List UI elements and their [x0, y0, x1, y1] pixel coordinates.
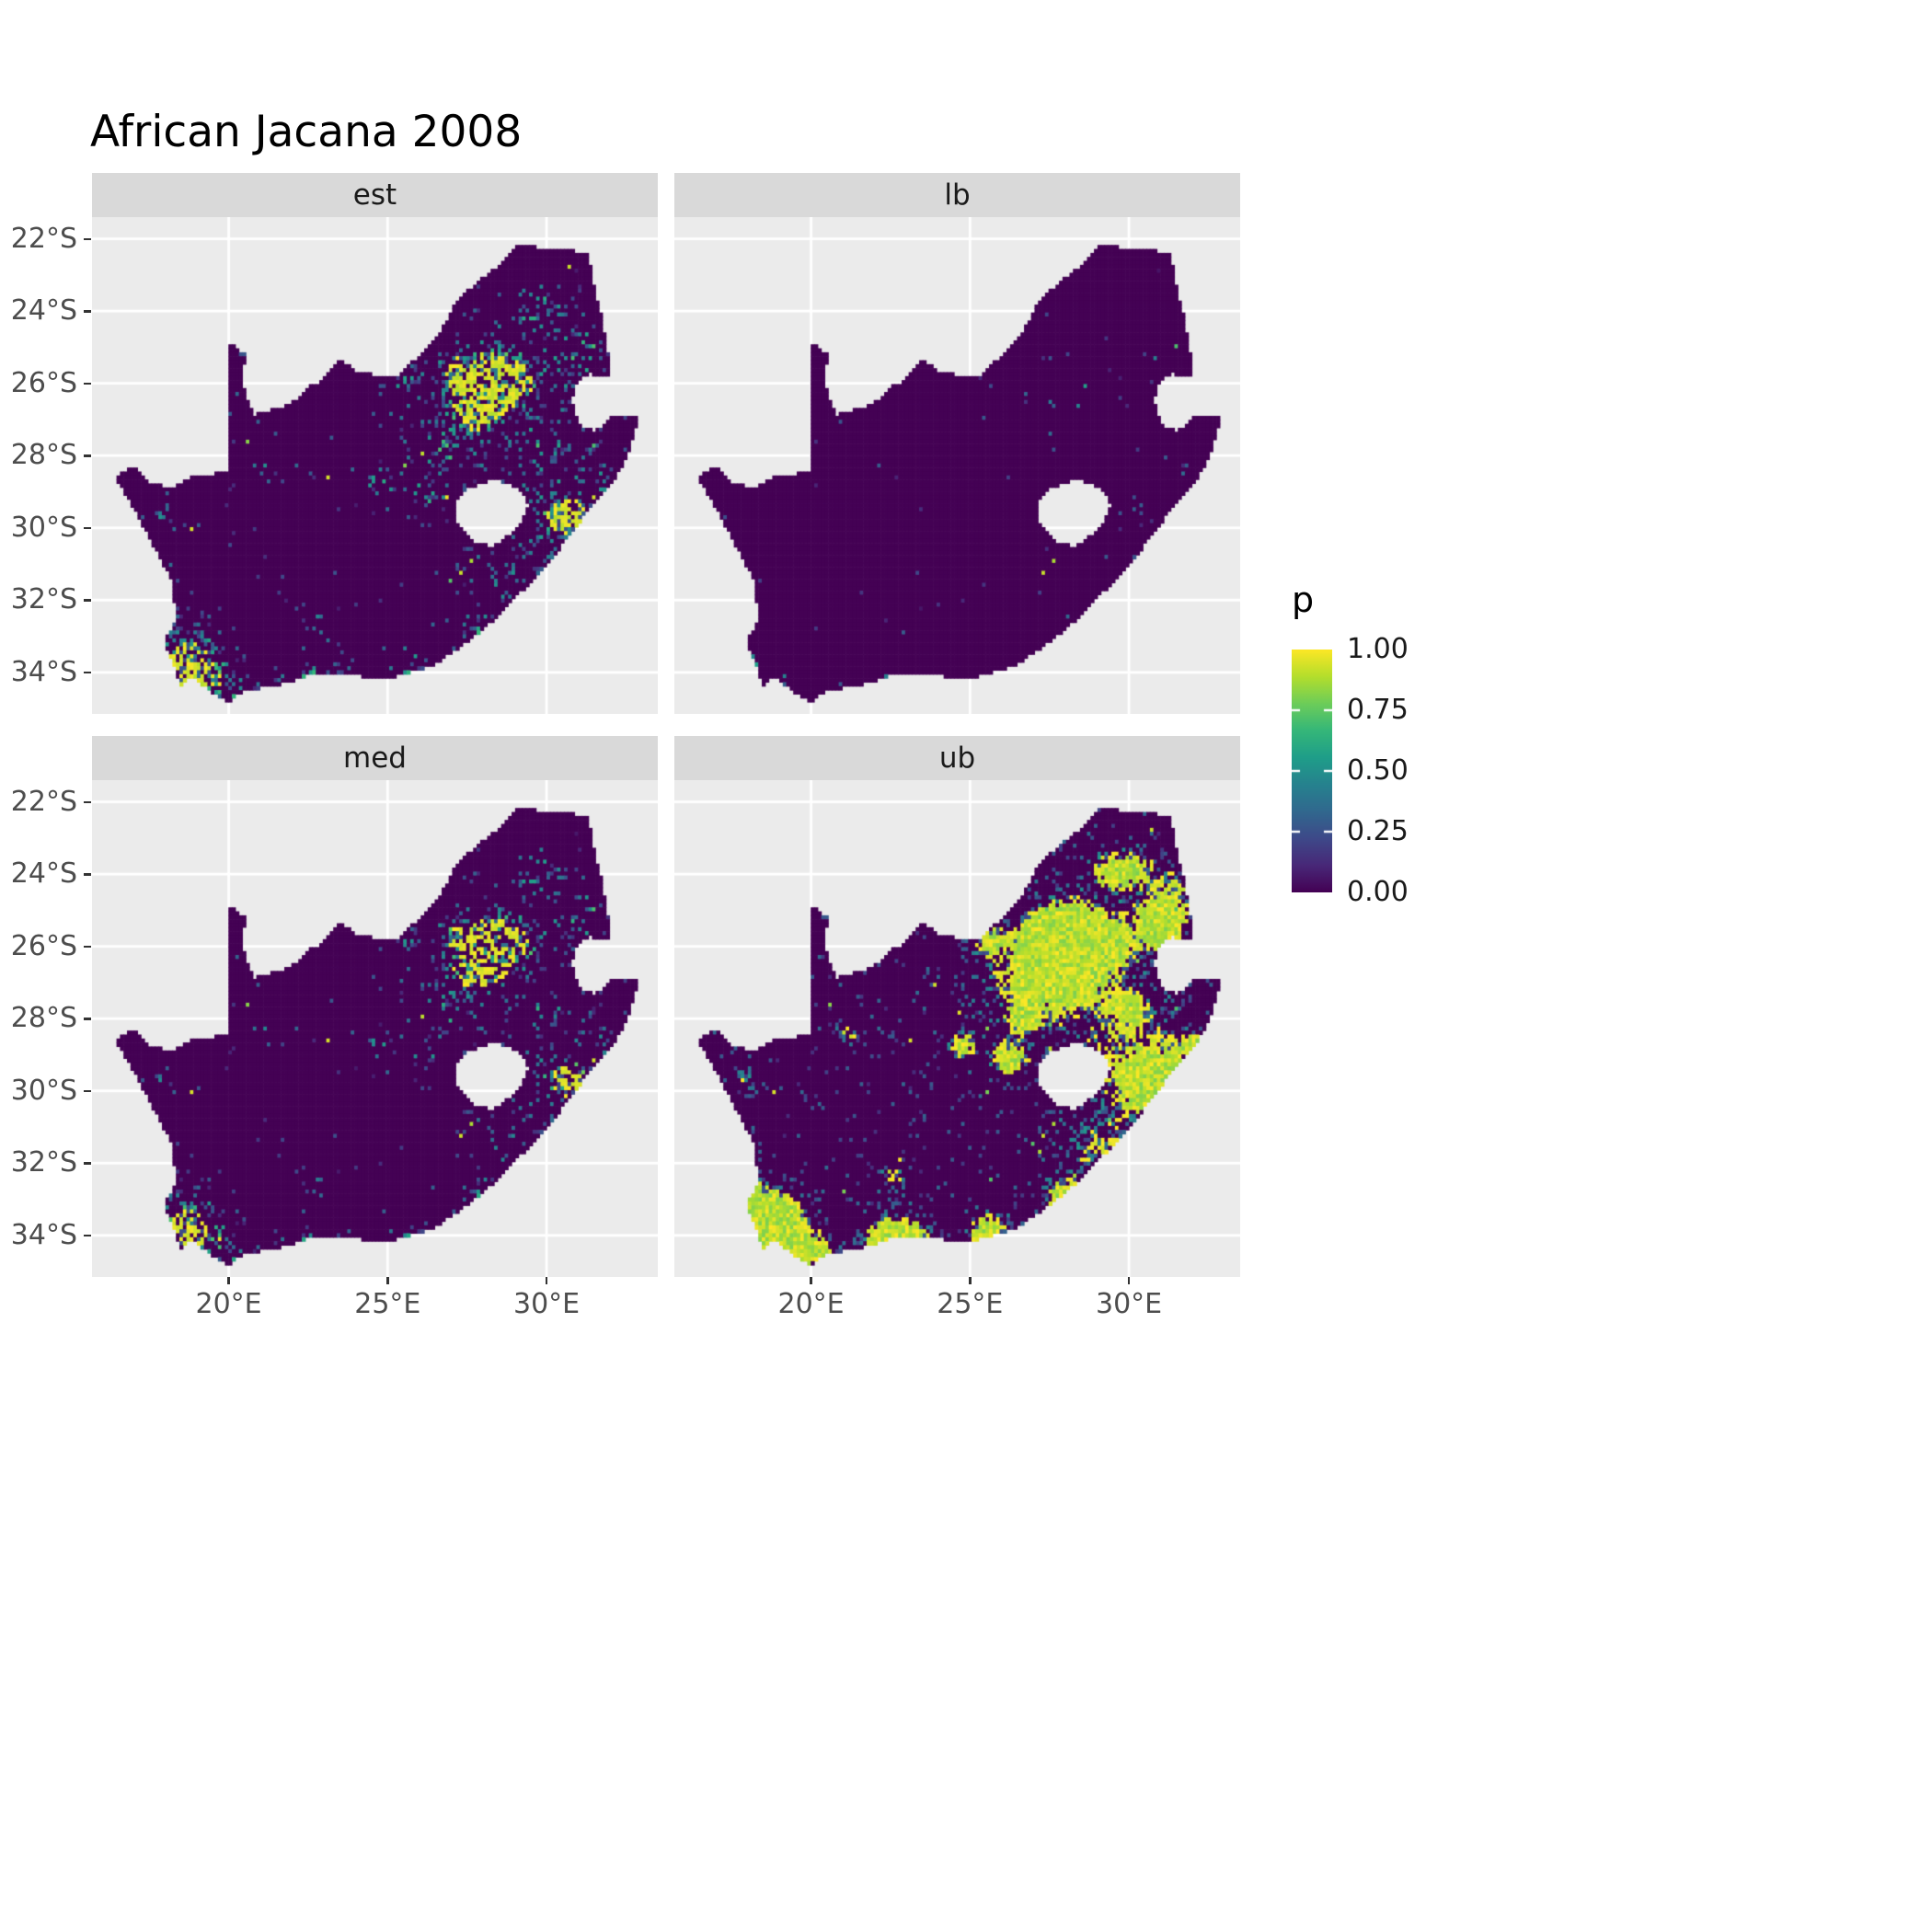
y-axis-label: 26°S	[10, 929, 77, 962]
y-axis-label: 32°S	[10, 583, 77, 616]
x-axis-tick	[545, 1277, 548, 1284]
x-axis-label: 25°E	[354, 1288, 421, 1320]
y-axis-tick	[84, 1089, 91, 1093]
facet-strip-est: est	[92, 173, 658, 217]
x-axis-tick	[227, 1277, 230, 1284]
facet-label-est: est	[352, 178, 397, 212]
y-axis-tick	[84, 1162, 91, 1165]
facet-label-lb: lb	[944, 178, 971, 212]
y-axis-label: 32°S	[10, 1146, 77, 1179]
facet-strip-ub: ub	[674, 736, 1240, 780]
x-axis-label: 25°E	[937, 1288, 1004, 1320]
legend-tick-label: 0.50	[1347, 754, 1409, 787]
y-axis-label: 26°S	[10, 366, 77, 399]
y-axis-label: 30°S	[10, 511, 77, 544]
x-axis-label: 30°E	[1095, 1288, 1163, 1320]
map-panel-ub	[674, 780, 1240, 1277]
y-axis-tick	[84, 454, 91, 457]
legend-tick-label: 0.25	[1347, 815, 1409, 847]
y-axis-label: 22°S	[10, 785, 77, 818]
y-axis-tick	[84, 1234, 91, 1237]
y-axis-label: 34°S	[10, 1218, 77, 1251]
facet-strip-lb: lb	[674, 173, 1240, 217]
legend-colorbar	[1292, 650, 1332, 892]
x-axis-label: 20°E	[195, 1288, 262, 1320]
y-axis-label: 22°S	[10, 222, 77, 255]
y-axis-tick	[84, 873, 91, 876]
y-axis-tick	[84, 1018, 91, 1020]
legend-tick-label: 0.75	[1347, 694, 1409, 726]
y-axis-label: 24°S	[10, 857, 77, 891]
y-axis-label: 28°S	[10, 439, 77, 472]
y-axis-label: 24°S	[10, 294, 77, 328]
legend-tick-label: 0.00	[1347, 876, 1409, 908]
map-panel-lb	[674, 217, 1240, 714]
y-axis-tick	[84, 526, 91, 530]
legend-title: p	[1292, 580, 1315, 620]
y-axis-label: 34°S	[10, 655, 77, 688]
y-axis-tick	[84, 310, 91, 313]
map-panel-med	[92, 780, 658, 1277]
facet-label-ub: ub	[938, 742, 976, 775]
y-axis-label: 30°S	[10, 1074, 77, 1107]
x-axis-label: 20°E	[777, 1288, 845, 1320]
x-axis-label: 30°E	[512, 1288, 581, 1320]
y-axis-tick	[84, 800, 91, 804]
y-axis-tick	[84, 945, 91, 949]
y-axis-tick	[84, 671, 91, 674]
y-axis-tick	[84, 382, 91, 385]
x-axis-tick	[1127, 1277, 1131, 1284]
x-axis-tick	[386, 1277, 389, 1284]
x-axis-tick	[810, 1277, 812, 1284]
y-axis-label: 28°S	[10, 1002, 77, 1035]
map-panel-est	[92, 217, 658, 714]
x-axis-tick	[969, 1277, 972, 1284]
legend-tick-label: 1.00	[1347, 633, 1409, 665]
y-axis-tick	[84, 237, 91, 241]
facet-label-med: med	[343, 742, 407, 775]
facet-strip-med: med	[92, 736, 658, 780]
y-axis-tick	[84, 599, 91, 602]
chart-title: African Jacana 2008	[90, 107, 523, 157]
